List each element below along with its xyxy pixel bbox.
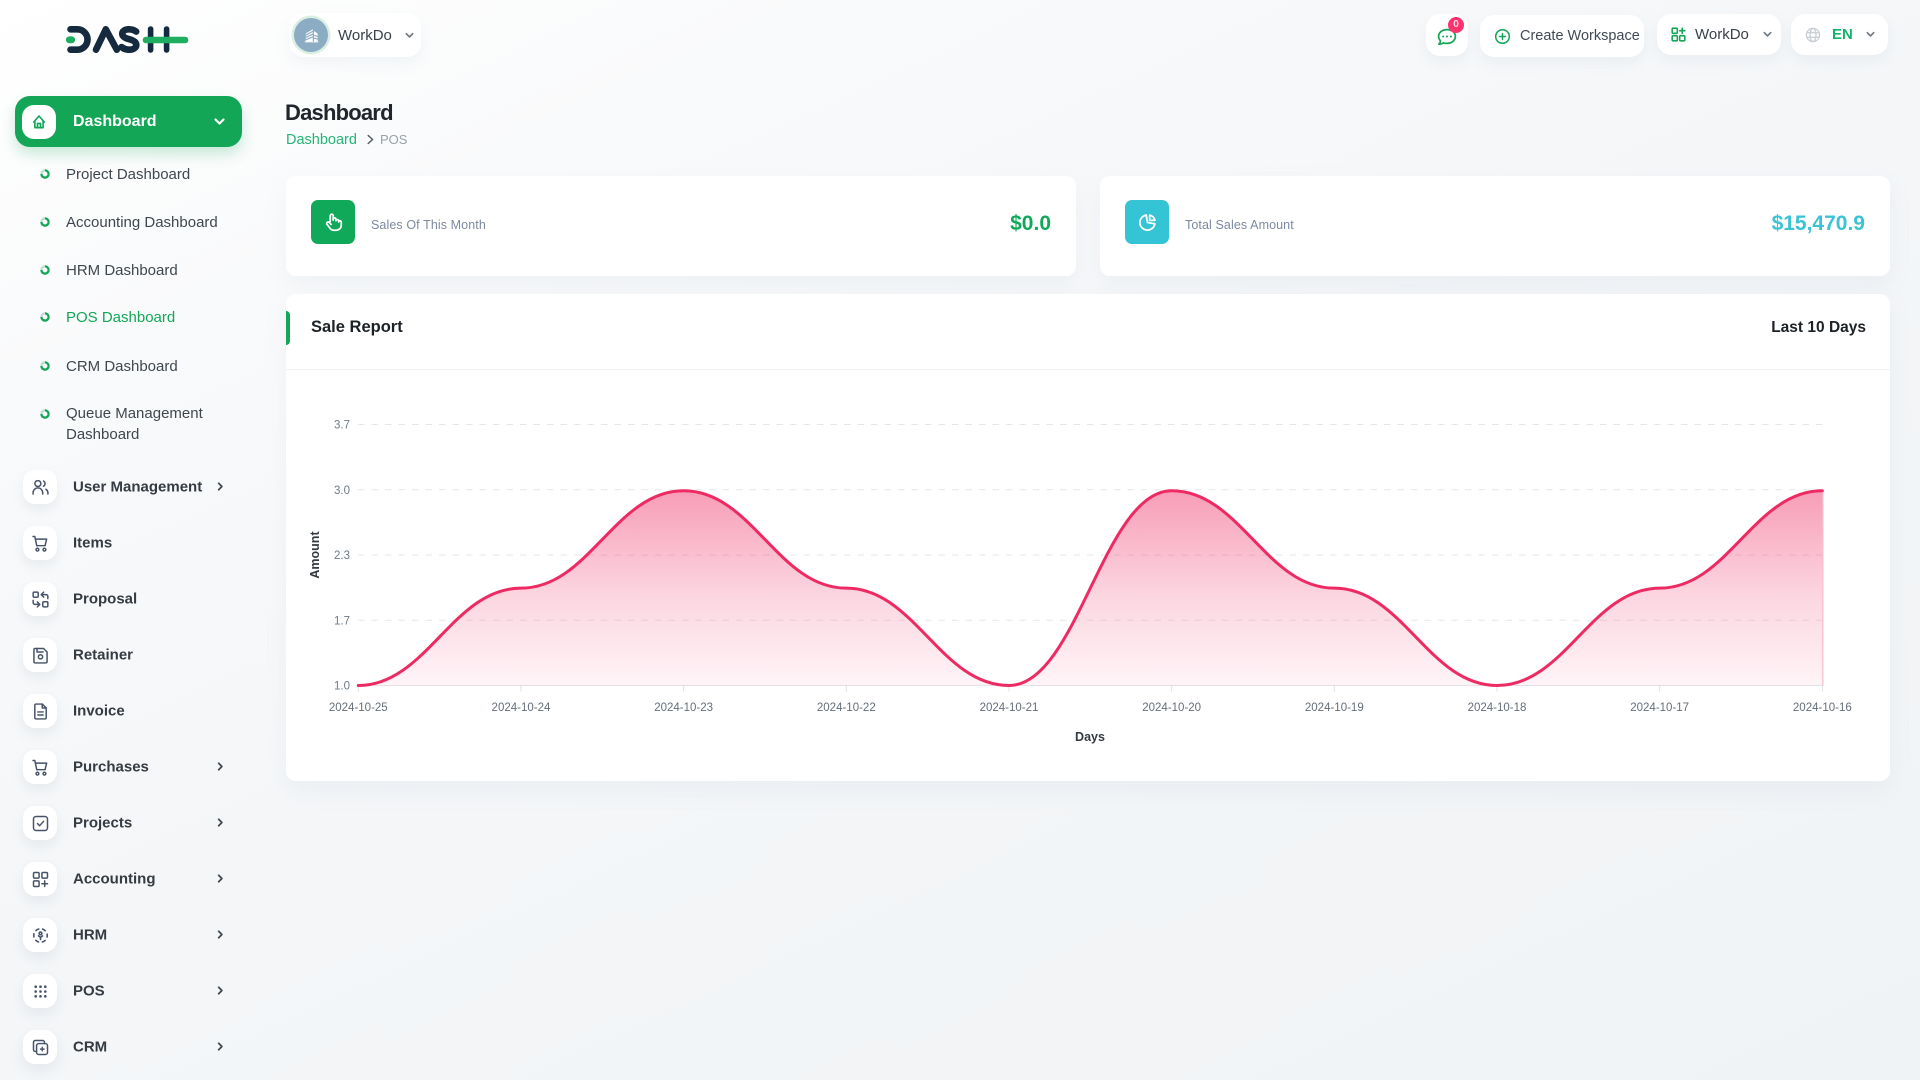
- svg-text:2024-10-17: 2024-10-17: [1630, 702, 1689, 714]
- svg-text:1.7: 1.7: [334, 615, 350, 627]
- svg-text:Amount: Amount: [308, 531, 322, 579]
- svg-text:2024-10-19: 2024-10-19: [1305, 702, 1364, 714]
- svg-text:2024-10-21: 2024-10-21: [980, 702, 1039, 714]
- svg-text:2024-10-20: 2024-10-20: [1142, 702, 1201, 714]
- svg-text:1.0: 1.0: [334, 681, 350, 693]
- svg-text:2024-10-25: 2024-10-25: [329, 702, 388, 714]
- svg-text:2024-10-24: 2024-10-24: [492, 702, 551, 714]
- svg-text:3.0: 3.0: [334, 485, 350, 497]
- svg-text:3.7: 3.7: [334, 420, 350, 432]
- svg-text:2024-10-23: 2024-10-23: [654, 702, 713, 714]
- svg-text:2024-10-22: 2024-10-22: [817, 702, 876, 714]
- svg-text:2024-10-16: 2024-10-16: [1793, 702, 1852, 714]
- svg-text:2.3: 2.3: [334, 550, 350, 562]
- svg-text:Days: Days: [1075, 730, 1105, 744]
- svg-text:2024-10-18: 2024-10-18: [1468, 702, 1527, 714]
